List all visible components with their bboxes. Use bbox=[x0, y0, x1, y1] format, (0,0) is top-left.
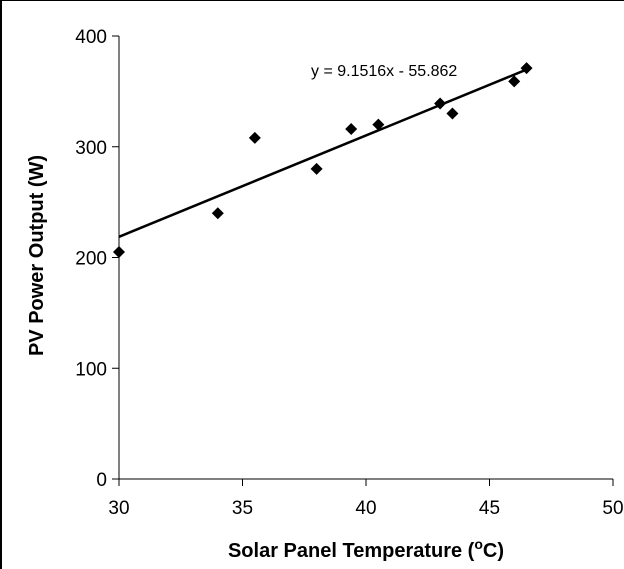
data-point bbox=[310, 162, 323, 175]
trendline bbox=[118, 68, 528, 238]
x-tick-label: 45 bbox=[479, 498, 500, 519]
x-tick-label: 35 bbox=[232, 498, 253, 519]
data-point bbox=[248, 131, 261, 144]
x-tick-label: 40 bbox=[355, 498, 376, 519]
data-point bbox=[372, 118, 385, 131]
data-point bbox=[113, 245, 125, 258]
data-point bbox=[446, 107, 459, 120]
data-point bbox=[345, 123, 358, 136]
data-point bbox=[211, 207, 224, 220]
axes bbox=[112, 35, 614, 486]
y-tick-label: 400 bbox=[75, 27, 107, 48]
trendline-equation: y = 9.1516x - 55.862 bbox=[311, 63, 457, 80]
x-axis-title-degree: o bbox=[474, 536, 483, 552]
x-axis-title: Solar Panel Temperature (oC) bbox=[228, 536, 504, 562]
y-tick-label: 300 bbox=[75, 138, 107, 159]
axis-labels: 0 100 200 300 400 30 35 40 45 50 bbox=[75, 27, 623, 519]
data-point bbox=[434, 97, 447, 110]
y-tick-label: 0 bbox=[96, 470, 107, 491]
trendline-group bbox=[118, 68, 528, 238]
x-tick-label: 50 bbox=[602, 498, 623, 519]
x-axis-title-end: C) bbox=[483, 540, 504, 562]
y-tick-label: 200 bbox=[75, 249, 107, 270]
data-points bbox=[113, 62, 533, 258]
y-tick-label: 100 bbox=[75, 359, 107, 380]
x-axis-title-main: Solar Panel Temperature ( bbox=[228, 540, 475, 562]
y-axis-title: PV Power Output (W) bbox=[26, 155, 48, 356]
x-tick-label: 30 bbox=[108, 498, 129, 519]
data-point bbox=[520, 62, 533, 75]
data-point bbox=[508, 75, 521, 88]
